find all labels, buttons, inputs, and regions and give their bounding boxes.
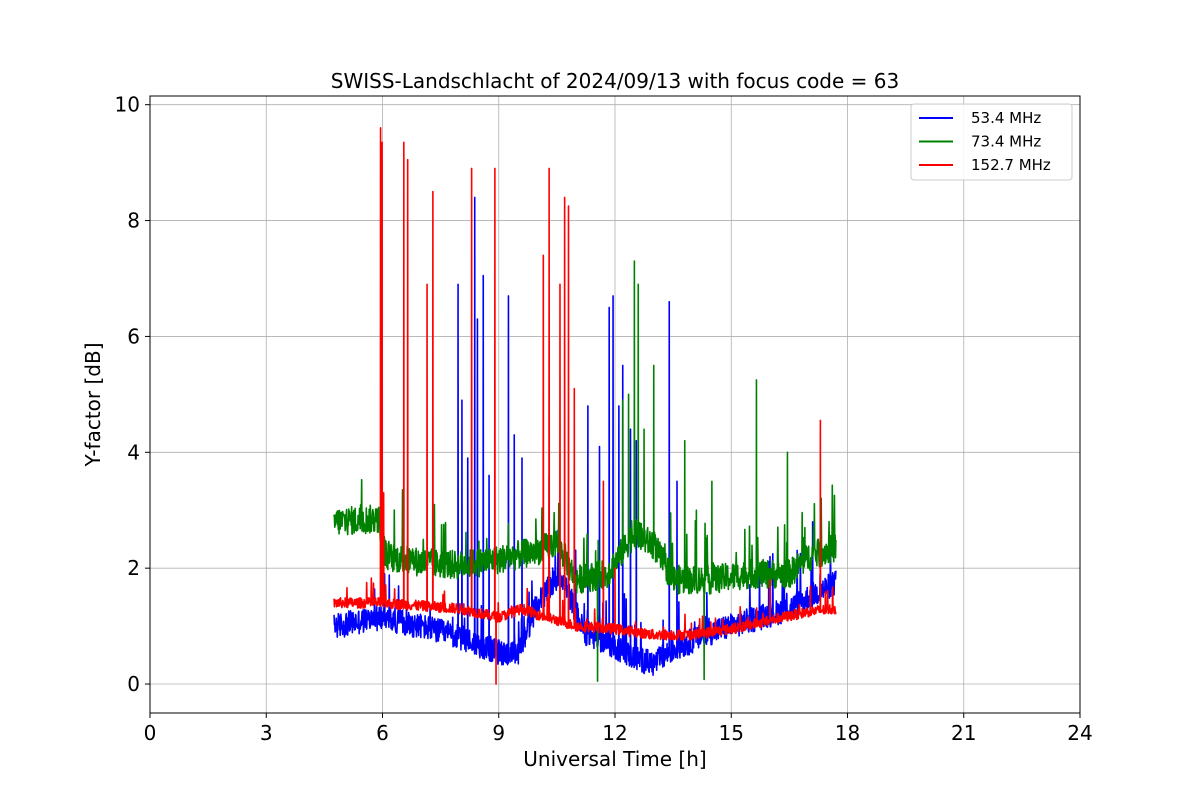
legend-label: 73.4 MHz <box>971 133 1041 151</box>
x-tick-label: 0 <box>144 721 157 745</box>
x-tick-label: 24 <box>1067 721 1092 745</box>
series-line <box>333 127 837 685</box>
y-tick-label: 4 <box>127 440 140 464</box>
x-tick-label: 21 <box>951 721 976 745</box>
y-tick-label: 6 <box>127 324 140 348</box>
y-tick-label: 2 <box>127 556 140 580</box>
x-tick-label: 12 <box>602 721 627 745</box>
legend: 53.4 MHz 73.4 MHz 152.7 MHz <box>910 103 1073 181</box>
y-tick-label: 8 <box>127 209 140 233</box>
x-tick-label: 15 <box>719 721 744 745</box>
x-axis-label: Universal Time [h] <box>523 747 706 771</box>
y-axis-label: Y-factor [dB] <box>81 342 105 467</box>
series-line <box>333 260 837 682</box>
x-tick-label: 6 <box>376 721 389 745</box>
y-tick-label: 0 <box>127 672 140 696</box>
y-tick-label: 10 <box>115 93 140 117</box>
legend-box <box>910 103 1073 181</box>
plot-series <box>333 127 837 685</box>
x-tick-label: 18 <box>835 721 860 745</box>
chart-title: SWISS-Landschlacht of 2024/09/13 with fo… <box>331 69 899 93</box>
legend-label: 152.7 MHz <box>971 156 1051 174</box>
legend-label: 53.4 MHz <box>971 109 1041 127</box>
x-tick-label: 9 <box>492 721 505 745</box>
x-tick-label: 3 <box>260 721 273 745</box>
